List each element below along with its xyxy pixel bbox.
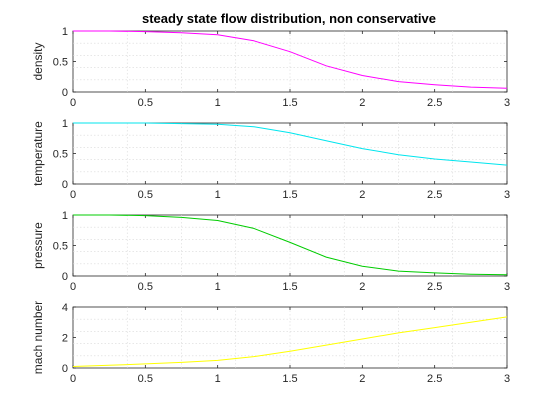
mach-number-axes-box [72,306,508,369]
mach-number-ytick-label-2: 4 [62,302,68,314]
pressure-ylabel: pressure [31,222,45,269]
pressure-xtick-label-3: 1.5 [282,281,297,293]
pressure-xtick-label-0: 0 [70,281,76,293]
density-ylabel: density [31,42,45,80]
temperature-axes-box [72,122,508,185]
mach-number-ylabel: mach number [31,301,45,374]
density-ytick-label-0: 0 [62,87,68,99]
temperature-xtick-label-3: 1.5 [282,189,297,201]
subplot-temperature: 0 0.5 1 1.5 2 2.5 3 0 0.5 1 temperature [31,118,510,201]
density-xtick-label-1: 0.5 [138,97,153,109]
temperature-series-line-0 [73,122,508,166]
mach-number-xtick-label-6: 3 [504,373,510,385]
pressure-series-line-0 [73,214,508,276]
mach-number-xtick-label-3: 1.5 [282,373,297,385]
mach-number-xtick-label-5: 2.5 [427,373,442,385]
temperature-xtick-label-0: 0 [70,189,76,201]
density-axes-box [72,30,508,93]
subplot-mach-number: 0 0.5 1 1.5 2 2.5 3 0 2 4 mach number [31,301,510,385]
subplot-pressure: 0 0.5 1 1.5 2 2.5 3 0 0.5 1 pressure [31,210,510,293]
temperature-xtick-label-6: 3 [504,189,510,201]
density-xtick-label-4: 2 [359,97,365,109]
pressure-xtick-label-6: 3 [504,281,510,293]
density-series-line-0 [73,30,508,89]
pressure-ytick-label-2: 1 [62,210,68,222]
pressure-ytick-label-0: 0 [62,271,68,283]
temperature-ytick-label-0: 0 [62,179,68,191]
pressure-xtick-label-2: 1 [215,281,221,293]
figure-title: steady state flow distribution, non cons… [142,11,436,26]
mach-number-series-line-0 [72,316,508,367]
mach-number-xtick-label-0: 0 [70,373,76,385]
pressure-axes-box [72,214,508,277]
temperature-ytick-label-2: 1 [62,118,68,130]
mach-number-xtick-label-2: 1 [215,373,221,385]
density-xtick-label-3: 1.5 [282,97,297,109]
pressure-xtick-label-1: 0.5 [138,281,153,293]
temperature-ytick-label-1: 0.5 [53,149,68,161]
temperature-ylabel: temperature [31,121,45,186]
mach-number-ytick-label-1: 2 [62,333,68,345]
density-xtick-label-2: 1 [215,97,221,109]
temperature-xtick-label-2: 1 [215,189,221,201]
temperature-xtick-label-4: 2 [359,189,365,201]
density-ytick-label-1: 0.5 [53,57,68,69]
mach-number-xtick-label-4: 2 [359,373,365,385]
temperature-xtick-label-1: 0.5 [138,189,153,201]
density-xtick-label-0: 0 [70,97,76,109]
pressure-xtick-label-4: 2 [359,281,365,293]
mach-number-xtick-label-1: 0.5 [138,373,153,385]
subplot-density: 0 0.5 1 1.5 2 2.5 3 0 0.5 1 density [31,26,510,109]
density-ytick-label-2: 1 [62,26,68,38]
temperature-xtick-label-5: 2.5 [427,189,442,201]
density-xtick-label-6: 3 [504,97,510,109]
pressure-ytick-label-1: 0.5 [53,241,68,253]
density-xtick-label-5: 2.5 [427,97,442,109]
pressure-xtick-label-5: 2.5 [427,281,442,293]
mach-number-ytick-label-0: 0 [62,363,68,375]
